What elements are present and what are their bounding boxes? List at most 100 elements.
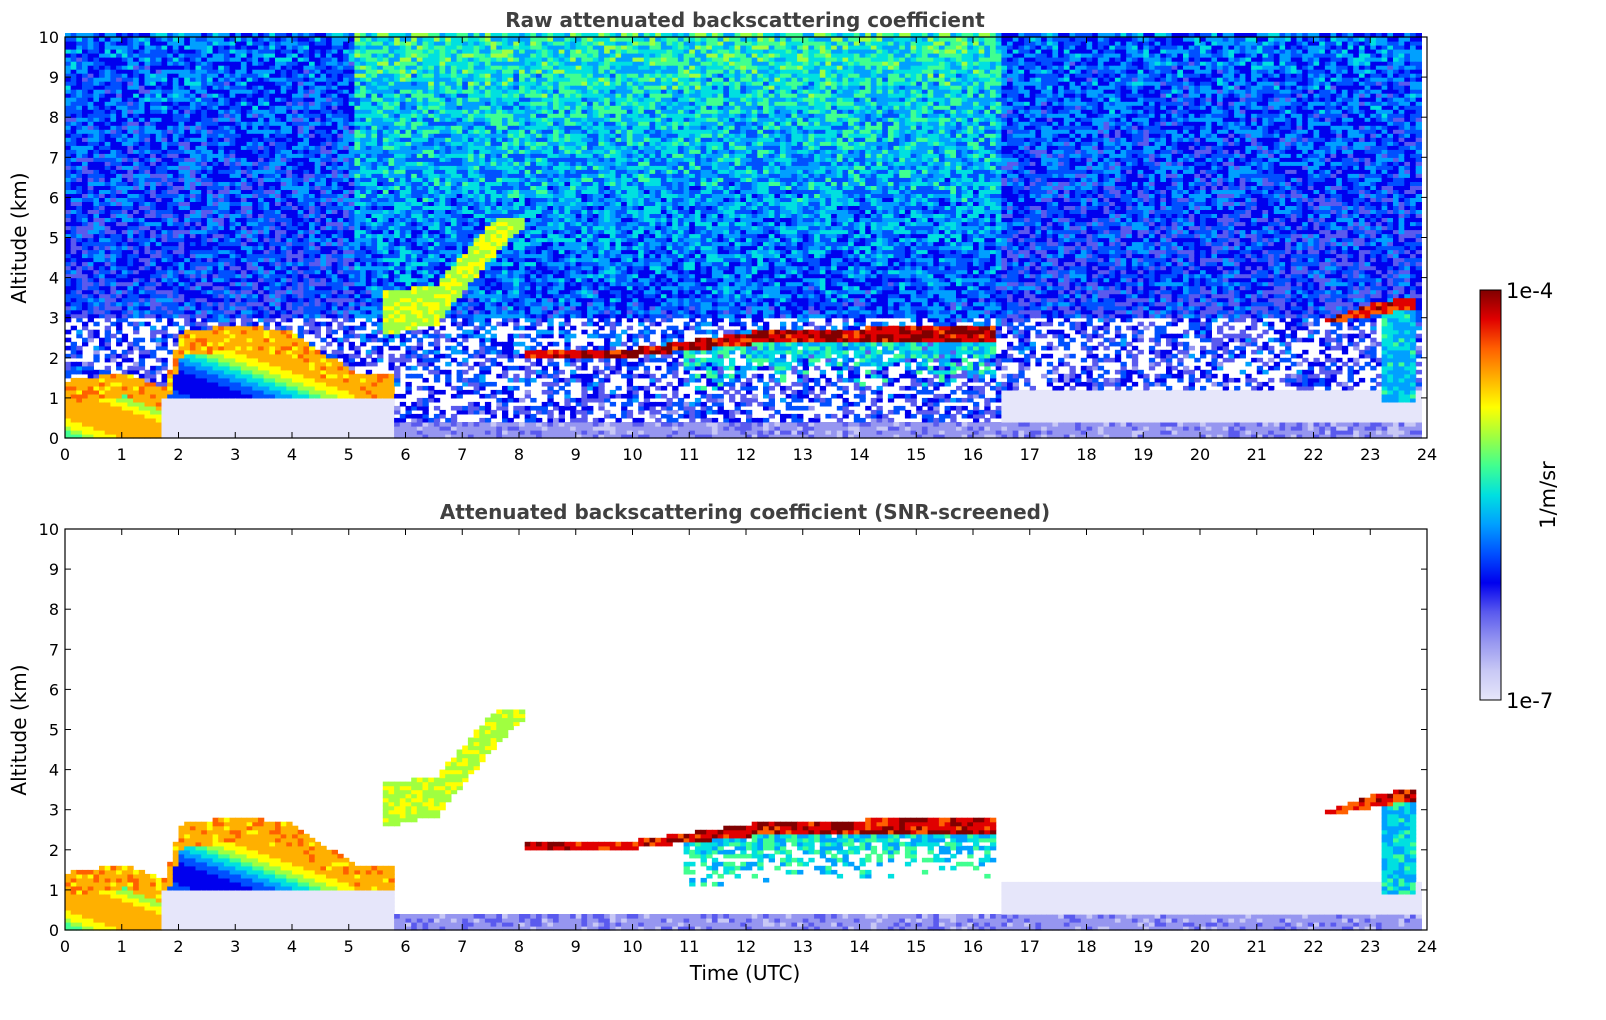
heatmap-cell bbox=[93, 262, 99, 267]
heatmap-cell bbox=[184, 310, 190, 315]
heatmap-cell bbox=[133, 181, 139, 186]
heatmap-cell bbox=[127, 222, 133, 227]
heatmap-cell bbox=[292, 398, 298, 403]
heatmap-cell bbox=[252, 189, 258, 194]
heatmap-cell bbox=[230, 205, 236, 210]
heatmap-cell bbox=[286, 129, 292, 134]
heatmap-cell bbox=[343, 238, 349, 243]
heatmap-cell bbox=[269, 105, 275, 110]
heatmap-cell bbox=[309, 330, 315, 335]
heatmap-cell bbox=[71, 414, 77, 419]
heatmap-cell bbox=[150, 382, 156, 387]
heatmap-cell bbox=[354, 282, 360, 287]
heatmap-cell bbox=[167, 218, 173, 223]
heatmap-cell bbox=[127, 125, 133, 130]
heatmap-cell bbox=[252, 218, 258, 223]
heatmap-cell bbox=[349, 262, 355, 267]
heatmap-cell bbox=[65, 197, 71, 202]
heatmap-cell bbox=[224, 101, 230, 106]
heatmap-cell bbox=[116, 113, 122, 118]
heatmap-cell bbox=[184, 81, 190, 86]
heatmap-cell bbox=[286, 57, 292, 62]
heatmap-cell bbox=[252, 406, 258, 411]
heatmap-cell bbox=[326, 81, 332, 86]
heatmap-cell bbox=[332, 157, 338, 162]
heatmap-cell bbox=[213, 53, 219, 58]
heatmap-cell bbox=[303, 278, 309, 283]
heatmap-cell bbox=[332, 266, 338, 271]
heatmap-cell bbox=[76, 73, 82, 78]
heatmap-cell bbox=[162, 41, 168, 46]
heatmap-cell bbox=[309, 165, 315, 170]
heatmap-cell bbox=[332, 49, 338, 54]
heatmap-cell bbox=[235, 222, 241, 227]
heatmap-cell bbox=[162, 213, 168, 218]
heatmap-cell bbox=[275, 209, 281, 214]
heatmap-cell bbox=[133, 161, 139, 166]
heatmap-cell bbox=[337, 189, 343, 194]
heatmap-cell bbox=[275, 314, 281, 319]
heatmap-cell bbox=[65, 41, 71, 46]
heatmap-cell bbox=[213, 318, 219, 323]
heatmap-cell bbox=[184, 125, 190, 130]
heatmap-cell bbox=[218, 129, 224, 134]
heatmap-cell bbox=[110, 294, 116, 299]
heatmap-cell bbox=[252, 358, 258, 363]
heatmap-cell bbox=[88, 426, 94, 431]
heatmap-cell bbox=[201, 61, 207, 66]
heatmap-cell bbox=[116, 165, 122, 170]
heatmap-cell bbox=[213, 250, 219, 255]
heatmap-cell bbox=[349, 61, 355, 66]
heatmap-cell bbox=[230, 133, 236, 138]
heatmap-cell bbox=[275, 153, 281, 158]
heatmap-cell bbox=[343, 382, 349, 387]
heatmap-cell bbox=[76, 161, 82, 166]
heatmap-cell bbox=[218, 230, 224, 235]
heatmap-cell bbox=[201, 282, 207, 287]
heatmap-cell bbox=[252, 125, 258, 130]
heatmap-cell bbox=[179, 105, 185, 110]
heatmap-cell bbox=[218, 322, 224, 327]
heatmap-cell bbox=[309, 41, 315, 46]
heatmap-cell bbox=[303, 49, 309, 54]
heatmap-cell bbox=[235, 262, 241, 267]
heatmap-cell bbox=[173, 57, 179, 62]
heatmap-cell bbox=[116, 366, 122, 371]
heatmap-cell bbox=[150, 414, 156, 419]
heatmap-cell bbox=[354, 374, 360, 379]
heatmap-cell bbox=[281, 302, 287, 307]
heatmap-cell bbox=[127, 410, 133, 415]
heatmap-cell bbox=[320, 274, 326, 279]
heatmap-cell bbox=[71, 342, 77, 347]
heatmap-cell bbox=[315, 61, 321, 66]
heatmap-cell bbox=[105, 222, 111, 227]
heatmap-cell bbox=[315, 153, 321, 158]
heatmap-cell bbox=[354, 422, 360, 427]
heatmap-cell bbox=[258, 314, 264, 319]
heatmap-cell bbox=[65, 386, 71, 391]
heatmap-cell bbox=[167, 181, 173, 186]
heatmap-cell bbox=[133, 330, 139, 335]
heatmap-cell bbox=[71, 426, 77, 431]
heatmap-cell bbox=[224, 133, 230, 138]
heatmap-cell bbox=[116, 65, 122, 70]
heatmap-cell bbox=[167, 226, 173, 231]
heatmap-cell bbox=[207, 346, 213, 351]
heatmap-cell bbox=[162, 77, 168, 82]
heatmap-cell bbox=[298, 125, 304, 130]
heatmap-cell bbox=[332, 310, 338, 315]
heatmap-cell bbox=[190, 213, 196, 218]
heatmap-cell bbox=[349, 65, 355, 70]
heatmap-cell bbox=[127, 173, 133, 178]
heatmap-cell bbox=[122, 430, 128, 435]
heatmap-cell bbox=[110, 201, 116, 206]
heatmap-cell bbox=[343, 133, 349, 138]
heatmap-cell bbox=[207, 73, 213, 78]
heatmap-cell bbox=[156, 169, 162, 174]
heatmap-cell bbox=[275, 133, 281, 138]
heatmap-cell bbox=[173, 173, 179, 178]
heatmap-cell bbox=[116, 137, 122, 142]
heatmap-cell bbox=[76, 422, 82, 427]
heatmap-cell bbox=[343, 226, 349, 231]
heatmap-cell bbox=[110, 157, 116, 162]
